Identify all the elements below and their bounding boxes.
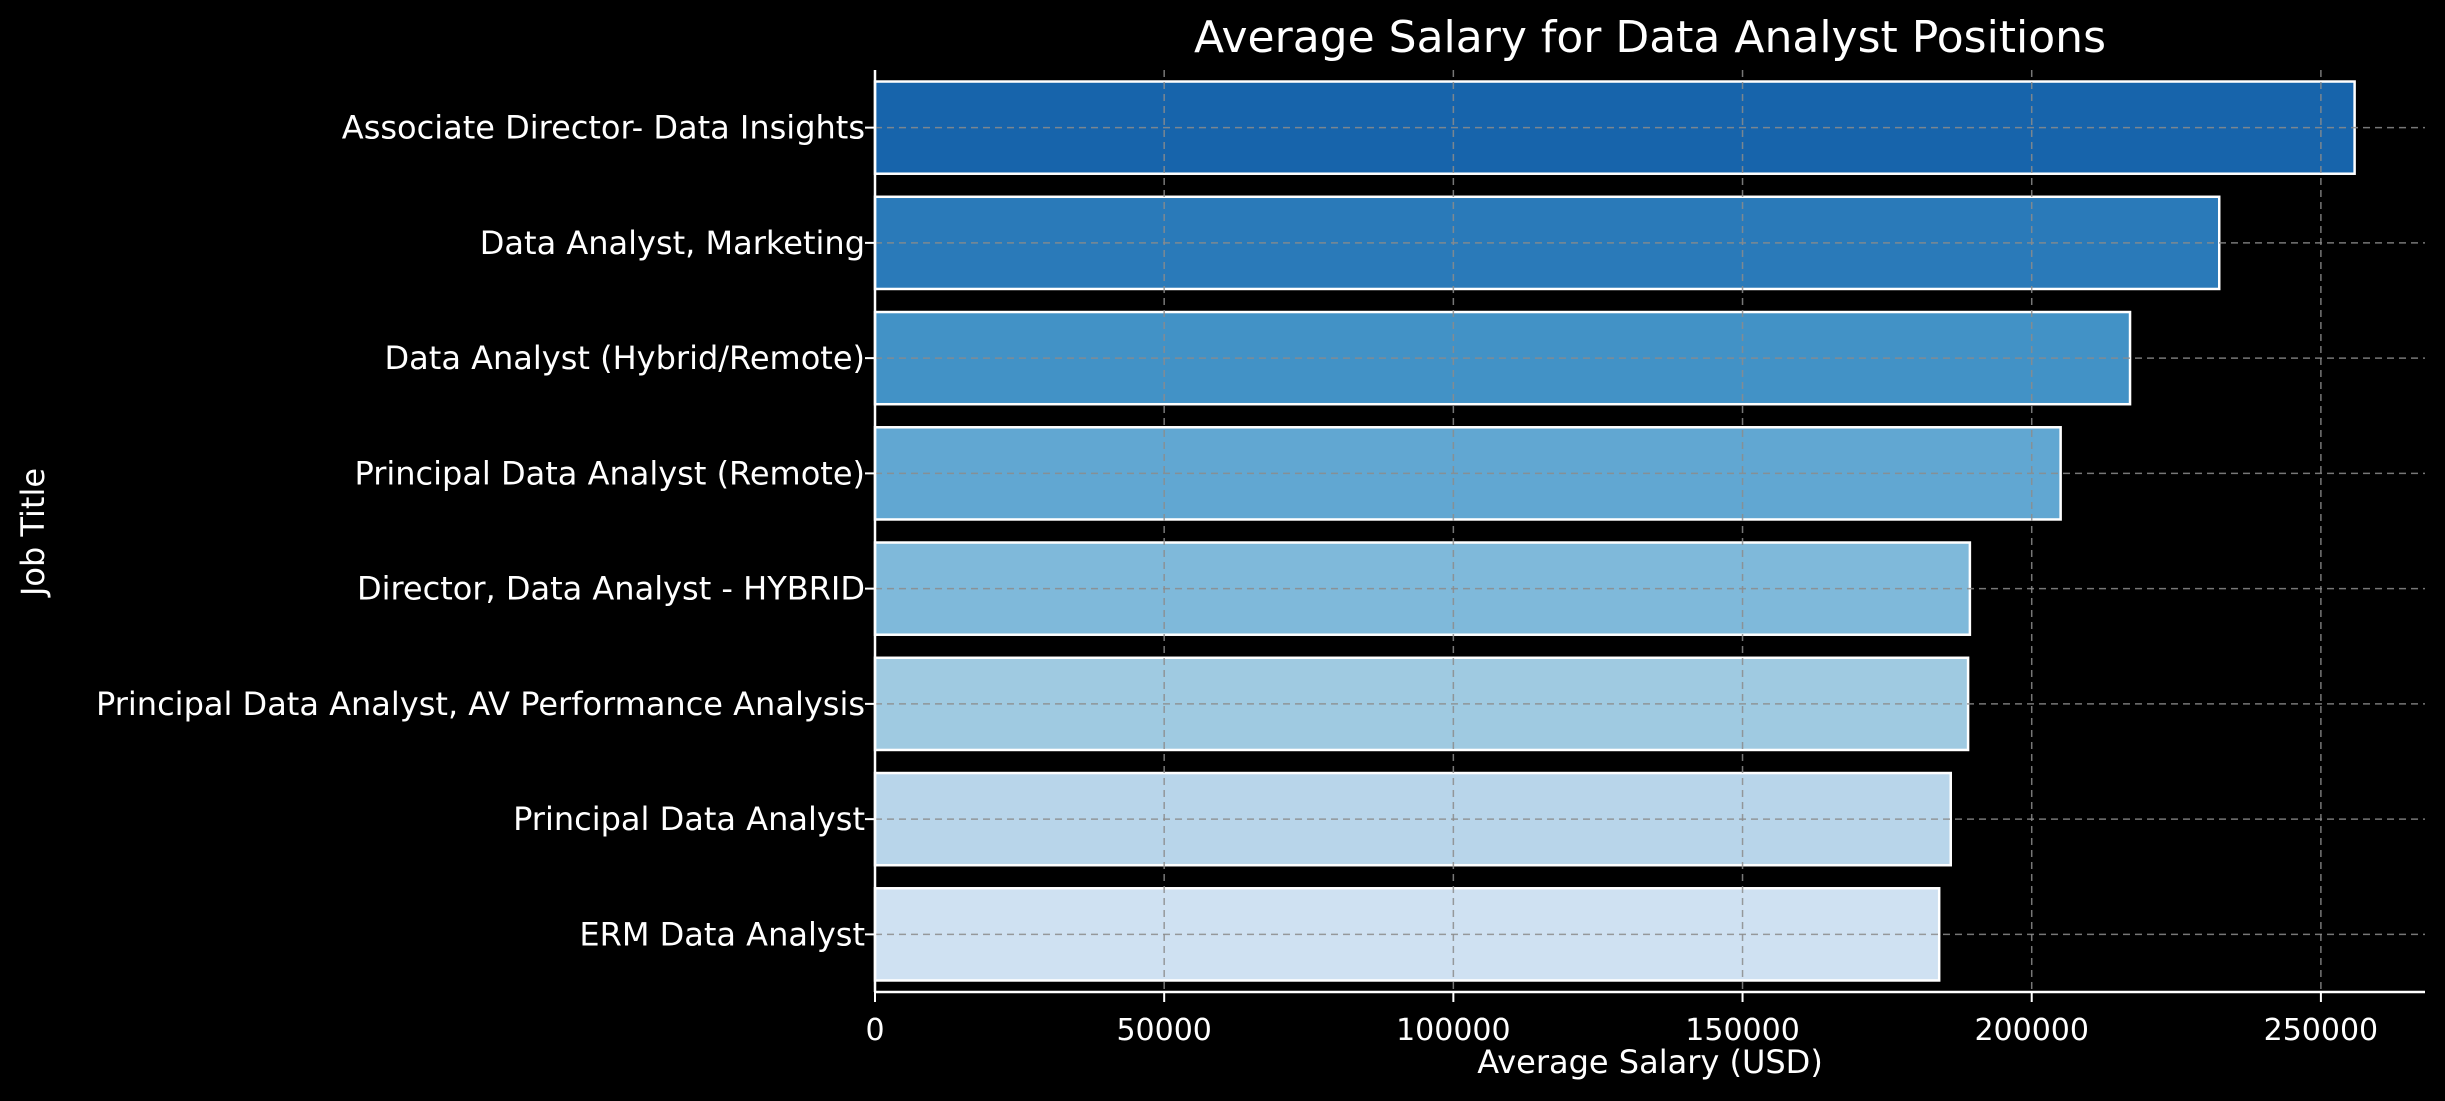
chart-title: Average Salary for Data Analyst Position… [1194, 12, 2106, 63]
category-label: Associate Director- Data Insights [342, 109, 865, 147]
axis-layer [873, 70, 2425, 994]
category-label-layer: Associate Director- Data Insights Data An… [96, 109, 865, 954]
x-tick-label: 200000 [1974, 1013, 2089, 1048]
tick-layer: 0 50000 100000 150000 200000 250000 [865, 126, 2379, 1048]
x-tick-label: 100000 [1396, 1013, 1511, 1048]
y-axis-label: Job Title [14, 468, 52, 598]
x-tick-label: 150000 [1685, 1013, 1800, 1048]
x-tick-label: 50000 [1116, 1013, 1211, 1048]
category-label: Data Analyst, Marketing [480, 224, 865, 262]
x-axis-label: Average Salary (USD) [1477, 1043, 1823, 1081]
category-label: Principal Data Analyst [513, 800, 865, 838]
category-label: ERM Data Analyst [579, 915, 865, 953]
x-tick-label: 0 [865, 1013, 884, 1048]
category-label: Principal Data Analyst (Remote) [354, 454, 865, 492]
x-tick-label: 250000 [2264, 1013, 2379, 1048]
bar-layer [873, 80, 2356, 982]
category-label: Director, Data Analyst - HYBRID [357, 570, 865, 608]
bar [873, 771, 1952, 867]
category-label: Principal Data Analyst, AV Performance A… [96, 685, 865, 723]
category-label: Data Analyst (Hybrid/Remote) [385, 339, 865, 377]
grid-layer [874, 70, 2425, 992]
